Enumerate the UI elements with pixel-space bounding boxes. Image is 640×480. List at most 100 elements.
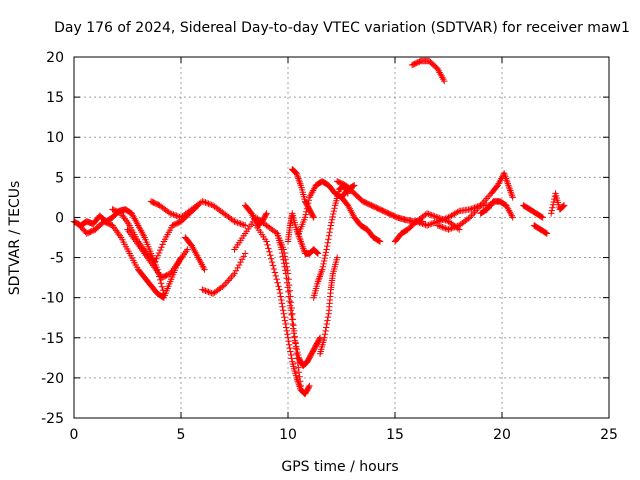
data-point-interp xyxy=(451,224,458,231)
data-point-interp xyxy=(288,316,296,323)
data-point-interp xyxy=(290,330,297,337)
data-point-interp xyxy=(323,324,330,331)
data-point-interp xyxy=(313,249,320,256)
data-point-interp xyxy=(437,217,445,224)
data-point-interp xyxy=(287,351,295,359)
data-point-interp xyxy=(202,287,209,294)
data-point-interp xyxy=(285,288,292,296)
data-point-interp xyxy=(283,275,290,282)
series-arc-16 xyxy=(316,254,341,357)
series-arc-26 xyxy=(548,190,568,217)
chart-title: Day 176 of 2024, Sidereal Day-to-day VTE… xyxy=(54,20,630,36)
data-point xyxy=(291,334,298,341)
data-point-interp xyxy=(275,283,282,290)
data-point xyxy=(301,214,309,221)
data-point-interp xyxy=(425,221,432,229)
data-point-interp xyxy=(323,242,331,250)
data-point xyxy=(231,270,238,277)
data-point-interp xyxy=(305,383,312,391)
data-point-interp xyxy=(293,346,301,353)
data-point-interp xyxy=(282,267,289,274)
data-point xyxy=(509,214,516,221)
data-point-interp xyxy=(265,245,272,252)
data-point-interp xyxy=(437,223,445,230)
data-point-interp xyxy=(440,216,448,223)
data-point-interp xyxy=(286,341,293,348)
data-point-interp xyxy=(309,213,317,220)
y-tick-label: 0 xyxy=(55,210,64,226)
data-point-interp xyxy=(295,364,302,371)
data-point-interp xyxy=(344,189,351,196)
data-point xyxy=(351,182,358,189)
data-point xyxy=(269,262,277,269)
data-point xyxy=(319,266,326,273)
data-point-interp xyxy=(290,325,297,332)
data-point xyxy=(306,382,313,390)
series-arc-06 xyxy=(182,234,208,273)
data-point-interp xyxy=(542,229,550,237)
data-point-interp xyxy=(302,211,309,218)
data-point-interp xyxy=(234,264,241,272)
data-point-interp xyxy=(158,283,166,290)
data-point-interp xyxy=(232,267,240,274)
data-point-interp xyxy=(240,221,247,229)
series-arc-05 xyxy=(147,198,249,229)
data-point xyxy=(509,194,516,201)
data-point-interp xyxy=(560,202,567,210)
data-point-interp xyxy=(268,258,276,266)
data-point xyxy=(560,202,568,209)
data-point-interp xyxy=(316,335,323,343)
series-arc-25 xyxy=(530,222,551,237)
data-point xyxy=(423,222,431,229)
data-point-interp xyxy=(319,263,327,270)
x-tick-label: 10 xyxy=(279,427,297,443)
data-point-interp xyxy=(431,213,438,220)
data-point-interp xyxy=(330,207,338,215)
data-point-interp xyxy=(202,199,209,206)
data-point-interp xyxy=(420,221,428,228)
data-point xyxy=(445,226,452,233)
data-point-interp xyxy=(284,331,291,338)
data-point-interp xyxy=(289,320,296,328)
data-point-interp xyxy=(325,232,333,239)
data-point xyxy=(441,77,448,85)
grid-lines xyxy=(74,57,609,418)
data-point-interp xyxy=(278,300,286,307)
y-tick-label: -5 xyxy=(50,251,64,267)
x-tick-label: 20 xyxy=(493,427,511,443)
data-point xyxy=(280,310,287,317)
data-point xyxy=(184,246,191,253)
data-point xyxy=(344,190,352,197)
data-point-interp xyxy=(281,313,288,321)
data-point-interp xyxy=(281,263,288,270)
data-point-interp xyxy=(324,239,331,246)
data-point-interp xyxy=(278,296,285,304)
data-point-interp xyxy=(436,222,443,230)
series-arc-12 xyxy=(284,210,322,257)
data-point-interp xyxy=(331,205,338,212)
data-point-interp xyxy=(276,289,284,297)
data-point-interp xyxy=(294,351,302,359)
data-point-interp xyxy=(240,253,247,260)
data-point-interp xyxy=(283,327,290,335)
data-point-interp xyxy=(328,216,336,223)
data-point-interp xyxy=(449,224,457,231)
data-point-interp xyxy=(325,236,332,243)
data-point-interp xyxy=(322,252,329,259)
data-point-interp xyxy=(442,225,449,232)
y-axis-label: SDTVAR / TECUs xyxy=(7,181,23,296)
series-arc-10 xyxy=(252,222,313,398)
data-point-interp xyxy=(291,337,299,344)
data-point-interp xyxy=(288,355,295,362)
data-point-interp xyxy=(274,279,281,286)
data-point-interp xyxy=(170,211,177,218)
data-point-interp xyxy=(430,212,437,219)
data-point xyxy=(321,334,328,341)
series-arc-22 xyxy=(434,170,516,233)
data-point-interp xyxy=(416,219,423,226)
y-tick-label: 5 xyxy=(55,170,64,186)
data-point-interp xyxy=(205,288,212,296)
data-point-interp xyxy=(293,343,300,350)
data-point-interp xyxy=(419,220,426,227)
